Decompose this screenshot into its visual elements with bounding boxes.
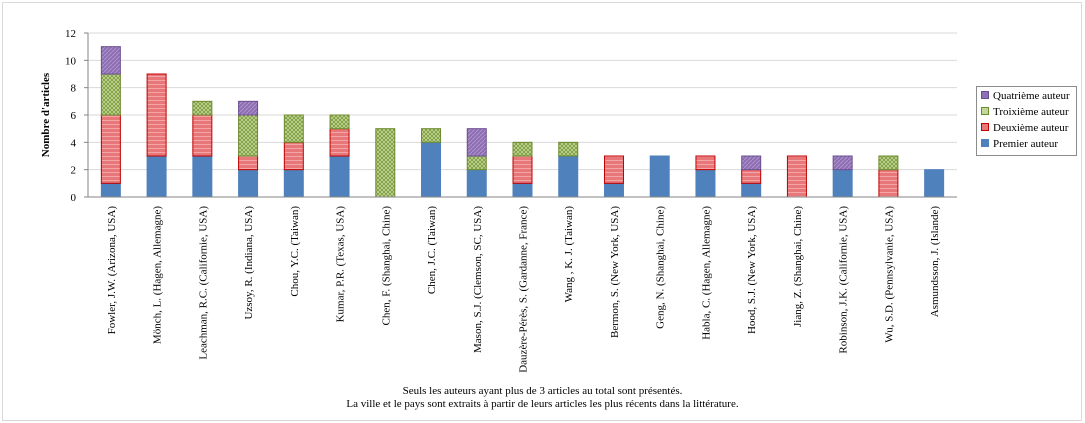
bar-deuxieme-auteur-18: [878, 169, 899, 198]
y-tick-label: 4: [71, 137, 77, 149]
x-tick-label: Mönch, L. (Hagen, Allemagne): [152, 206, 164, 344]
bar-troixieme-auteur-4: [238, 114, 259, 157]
legend-item-deuxieme: Deuxième auteur: [981, 122, 1068, 136]
bar-premier-auteur-14: [695, 169, 716, 198]
bar-deuxieme-auteur-14: [695, 155, 716, 171]
x-tick-labels: Fowler, J.W. (Arizona, USA) Mönch, L. (Ha…: [106, 206, 941, 373]
x-tick-label: Bermon, S. (New York, USA): [609, 206, 621, 338]
bar-quatrieme-auteur-17: [832, 155, 853, 171]
x-tick-label: Fowler, J.W. (Arizona, USA): [106, 206, 118, 335]
x-tick-label: Hood, S.J. (New York, USA): [746, 206, 758, 334]
x-tick-label: Wang , K. J. (Taiwan): [563, 206, 575, 303]
y-tick-label: 2: [71, 165, 77, 177]
y-tick-label: 8: [71, 83, 77, 95]
legend-label-premier: Premier auteur: [993, 138, 1059, 150]
bar-troixieme-auteur-1: [100, 73, 121, 116]
bar-quatrieme-auteur-1: [100, 46, 121, 75]
bar-troixieme-auteur-9: [466, 155, 487, 171]
bar-troixieme-auteur-3: [192, 100, 213, 116]
bar-deuxieme-auteur-2: [146, 73, 167, 157]
bar-troixieme-auteur-8: [421, 128, 442, 143]
x-tick-label: Habla, C. (Hagen, Allemagne): [700, 206, 712, 340]
bar-premier-auteur-15: [741, 182, 762, 198]
bar-premier-auteur-1: [100, 182, 121, 198]
bar-troixieme-auteur-7: [375, 128, 396, 198]
bar-premier-auteur-17: [832, 169, 853, 198]
note-line-1: Seuls les auteurs ayant plus de 3 articl…: [402, 385, 683, 397]
bar-deuxieme-auteur-15: [741, 169, 762, 184]
bar-quatrieme-auteur-9: [466, 128, 487, 157]
legend-label-quatrieme: Quatrième auteur: [993, 90, 1070, 102]
bar-premier-auteur-5: [283, 169, 304, 198]
bar-troixieme-auteur-18: [878, 155, 899, 171]
gridlines: [88, 32, 957, 171]
x-tick-label: Uzsoy, R. (Indiana, USA): [243, 206, 255, 320]
y-tick-labels: 0 2 4 6 8 10 12: [65, 28, 77, 204]
bar-premier-auteur-6: [329, 155, 350, 198]
bar-deuxieme-auteur-3: [192, 114, 213, 157]
bar-deuxieme-auteur-5: [283, 141, 304, 171]
bar-deuxieme-auteur-16: [786, 155, 807, 198]
x-tick-label: Dauzère-Pérès, S. (Gardanne, France): [518, 206, 530, 373]
bar-premier-auteur-3: [192, 155, 213, 198]
legend-label-troixieme: Troixième auteur: [993, 106, 1069, 118]
x-tick-label: Geng, N. (Shanghai, Chine): [655, 206, 667, 329]
x-tick-label: Chou, Y.C. (Taiwan): [289, 206, 301, 297]
bar-premier-auteur-8: [421, 141, 442, 198]
x-tick-label: Kumar, P.R. (Texas, USA): [335, 206, 347, 323]
legend-swatch-troixieme: [981, 107, 989, 116]
bar-troixieme-auteur-6: [329, 114, 350, 130]
bar-deuxieme-auteur-12: [603, 155, 624, 184]
y-tick-label: 6: [71, 110, 77, 122]
y-tick-label: 12: [65, 28, 76, 40]
bar-premier-auteur-13: [649, 155, 670, 198]
legend-swatch-premier: [981, 139, 989, 148]
axes: [84, 32, 957, 198]
x-tick-label: Jiang, Z. (Shanghai, Chine): [792, 206, 804, 327]
x-tick-label: Leachman, R.C. (Californie, USA): [197, 206, 209, 360]
y-tick-label: 10: [65, 55, 77, 67]
legend-item-premier: Premier auteur: [981, 138, 1058, 152]
bar-premier-auteur-11: [558, 155, 579, 198]
x-tick-label: Robinson, J.K. (Californie, USA): [838, 206, 850, 354]
bar-troixieme-auteur-5: [283, 114, 304, 143]
legend: Quatrième auteur Troixième auteur Deuxiè…: [976, 86, 1077, 156]
bar-premier-auteur-9: [466, 169, 487, 198]
x-tick-label: Chen, F. (Shanghai, Chine): [380, 206, 392, 326]
y-axis-label: Nombre d'articles: [40, 72, 52, 157]
x-tick-label: Chen, J.C. (Taiwan): [426, 206, 438, 294]
bar-premier-auteur-10: [512, 182, 533, 198]
legend-swatch-quatrieme: [981, 91, 989, 100]
bar-premier-auteur-19: [924, 169, 945, 198]
x-tick-label: Mason, S.J. (Clemson, SC, USA): [472, 206, 484, 353]
bar-troixieme-auteur-10: [512, 141, 533, 157]
bar-deuxieme-auteur-1: [100, 114, 121, 184]
note-line-2: La ville et le pays sont extraits à part…: [346, 398, 739, 410]
bar-deuxieme-auteur-6: [329, 128, 350, 157]
bar-quatrieme-auteur-15: [741, 155, 762, 171]
y-tick-label: 0: [71, 192, 77, 204]
bar-deuxieme-auteur-10: [512, 155, 533, 184]
bar-premier-auteur-4: [238, 169, 259, 198]
bar-premier-auteur-2: [146, 155, 167, 198]
legend-item-quatrieme: Quatrième auteur: [981, 90, 1070, 104]
bar-troixieme-auteur-11: [558, 141, 579, 157]
legend-item-troixieme: Troixième auteur: [981, 106, 1069, 120]
x-tick-label: Wu, S.D. (Pennsylvanie, USA): [883, 206, 895, 343]
legend-swatch-deuxieme: [981, 123, 989, 132]
bar-deuxieme-auteur-4: [238, 155, 259, 171]
legend-label-deuxieme: Deuxième auteur: [993, 122, 1069, 134]
x-tick-label: Asmundsson, J. (Islande): [929, 206, 941, 318]
bar-premier-auteur-12: [603, 182, 624, 198]
bar-quatrieme-auteur-4: [238, 100, 259, 116]
bars: [100, 46, 945, 198]
